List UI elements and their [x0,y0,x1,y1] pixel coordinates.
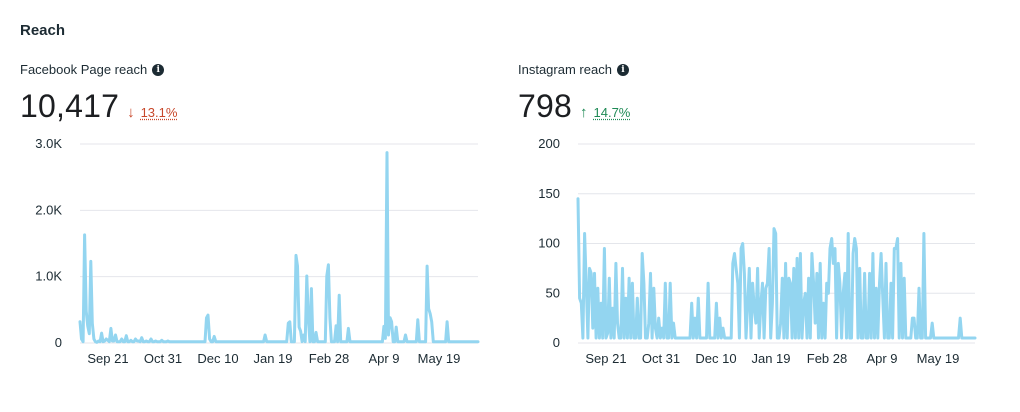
arrow-down-icon: ↓ [127,104,135,121]
1-y-tick-label: 200 [538,136,560,151]
1-x-tick-label: Dec 10 [695,351,736,366]
0-y-tick-label: 0 [55,335,62,350]
facebook-reach-value-row: 10,417 ↓ 13.1% [20,88,177,125]
facebook-reach-label-row: Facebook Page reach i [20,62,165,77]
0-x-tick-label: Jan 19 [253,351,292,366]
0-series-line-0 [78,151,480,344]
instagram-reach-value: 798 [518,88,572,124]
instagram-reach-value-row: 798 ↑ 14.7% [518,88,630,125]
instagram-reach-label: Instagram reach [518,62,612,77]
0-y-tick-label: 2.0K [35,202,62,217]
1-x-tick-label: Oct 31 [642,351,680,366]
instagram-reach-label-row: Instagram reach i [518,62,629,77]
1-x-tick-label: Apr 9 [866,351,897,366]
facebook-reach-chart[interactable]: 0 1.0K 2.0K 3.0K Sep 21 Oct 31 Dec 10 Jan 19 Feb… [20,134,490,366]
1-x-tick-label: Sep 21 [585,351,626,366]
facebook-reach-value: 10,417 [20,88,120,124]
1-x-tick-label: Jan 19 [751,351,790,366]
section-title: Reach [20,22,66,39]
1-x-tick-label: May 19 [917,351,960,366]
instagram-reach-trend-percent[interactable]: 14.7% [593,105,631,120]
1-series-line-0 [576,197,977,340]
0-x-tick-label: Oct 31 [144,351,182,366]
instagram-reach-chart[interactable]: 0 50 100 150 200 Sep 21 Oct 31 Dec 10 Jan 19 Feb … [518,134,988,366]
0-y-tick-label: 1.0K [35,269,62,284]
info-icon[interactable]: i [616,63,629,76]
arrow-up-icon: ↑ [580,104,588,121]
facebook-reach-trend: ↓ 13.1% [127,104,177,121]
1-y-tick-label: 150 [538,186,560,201]
0-x-tick-label: Feb 28 [309,351,349,366]
1-y-tick-label: 50 [546,285,560,300]
instagram-reach-trend: ↑ 14.7% [580,104,630,121]
facebook-reach-trend-percent[interactable]: 13.1% [140,105,178,120]
info-icon[interactable]: i [152,63,165,76]
facebook-reach-label: Facebook Page reach [20,62,148,77]
0-y-tick-label: 3.0K [35,136,62,151]
0-x-tick-label: Apr 9 [368,351,399,366]
0-x-tick-label: Sep 21 [87,351,128,366]
1-x-tick-label: Feb 28 [807,351,847,366]
facebook-reach-panel: Facebook Page reach i 10,417 ↓ 13.1% 0 1.… [20,60,490,390]
1-y-tick-label: 0 [553,335,560,350]
0-x-tick-label: May 19 [418,351,461,366]
1-y-tick-label: 100 [538,236,560,251]
0-x-tick-label: Dec 10 [197,351,238,366]
instagram-reach-panel: Instagram reach i 798 ↑ 14.7% 0 50 100 150 2… [518,60,988,390]
